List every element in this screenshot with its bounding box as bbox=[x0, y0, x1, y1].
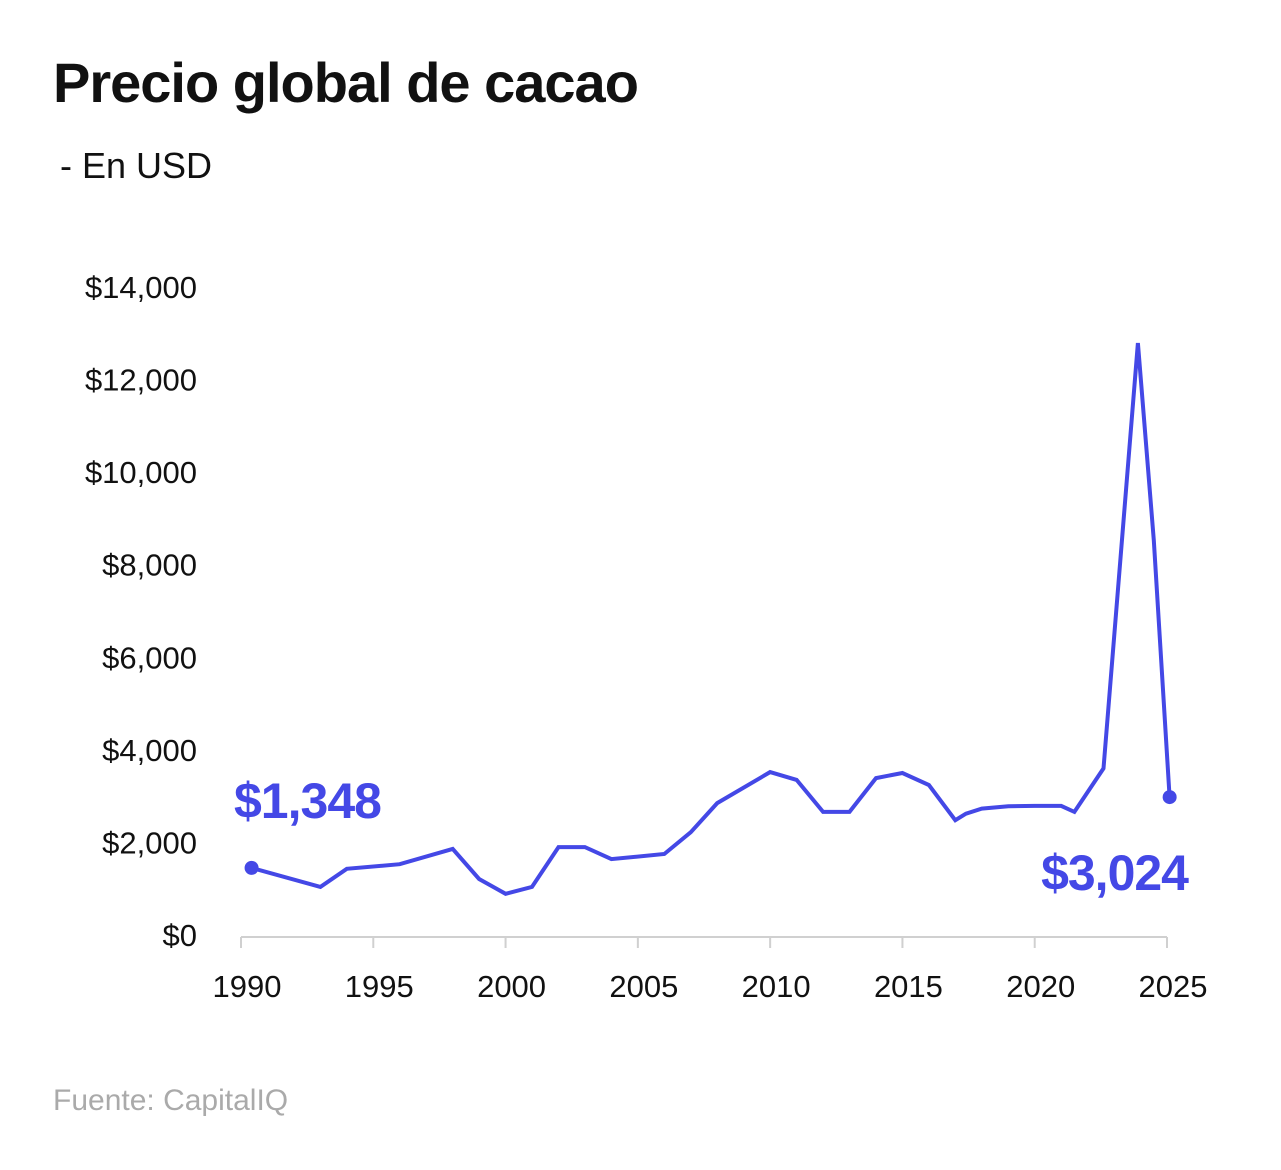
chart-title: Precio global de cacao bbox=[53, 51, 639, 114]
y-tick-label: $10,000 bbox=[85, 455, 197, 490]
start-value-label: $1,348 bbox=[234, 773, 381, 829]
y-tick-label: $0 bbox=[163, 918, 197, 953]
x-tick-label: 2025 bbox=[1139, 969, 1208, 1004]
y-tick-label: $6,000 bbox=[102, 640, 197, 675]
x-tick-label: 2010 bbox=[742, 969, 811, 1004]
x-tick-label: 2020 bbox=[1006, 969, 1075, 1004]
y-tick-label: $12,000 bbox=[85, 363, 197, 398]
price-line bbox=[251, 342, 1172, 896]
y-tick-label: $4,000 bbox=[102, 733, 197, 768]
x-tick-label: 2000 bbox=[477, 969, 546, 1004]
x-tick-label: 1990 bbox=[213, 969, 282, 1004]
x-tick-label: 2015 bbox=[874, 969, 943, 1004]
y-tick-label: $2,000 bbox=[102, 825, 197, 860]
x-tick-label: 1995 bbox=[345, 969, 414, 1004]
x-tick-label: 2005 bbox=[609, 969, 678, 1004]
end-point-marker bbox=[1162, 790, 1177, 805]
source-note: Fuente: CapitalIQ bbox=[53, 1084, 289, 1117]
chart-subtitle: - En USD bbox=[60, 145, 213, 186]
y-tick-label: $8,000 bbox=[102, 548, 197, 583]
end-value-label: $3,024 bbox=[1041, 845, 1189, 901]
start-point-marker bbox=[244, 860, 259, 875]
y-tick-label: $14,000 bbox=[85, 270, 197, 305]
